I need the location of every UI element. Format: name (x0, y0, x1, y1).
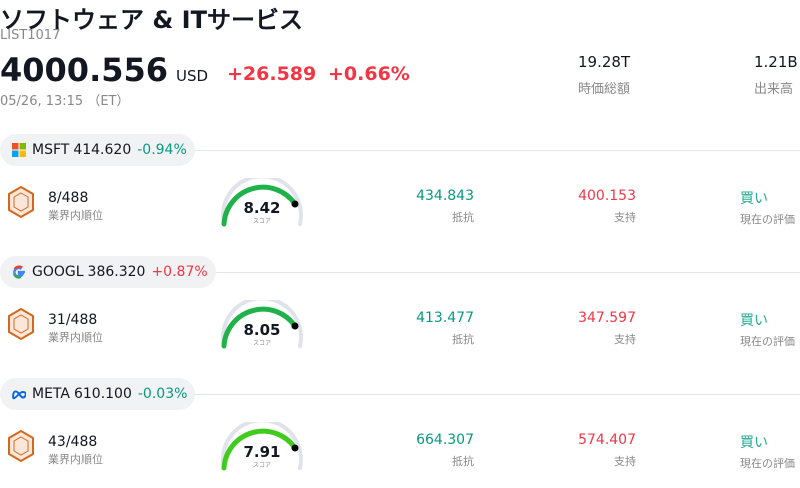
rating-label: 現在の評価 (740, 457, 795, 470)
divider (215, 271, 800, 273)
resistance-label: 抵抗 (452, 455, 474, 468)
rating-label: 現在の評価 (740, 213, 795, 226)
score-gauge (221, 300, 303, 349)
support-label: 支持 (614, 333, 636, 346)
rating-label: 現在の評価 (740, 335, 795, 348)
stock-price: 386.320 (87, 264, 146, 280)
rating: 買い (740, 435, 768, 451)
change: +26.589 (227, 63, 317, 85)
datetime: 05/26, 13:15 （ET） (0, 94, 130, 109)
rank-label: 業界内順位 (48, 209, 103, 222)
stock-header: META 610.100 -0.03% (0, 378, 800, 410)
resistance-label: 抵抗 (452, 333, 474, 346)
ticker: GOOGL (32, 264, 84, 280)
support: 574.407 (578, 432, 636, 448)
logo (12, 143, 26, 157)
support-label: 支持 (614, 211, 636, 224)
code: LIST1017 (0, 28, 61, 43)
price: 4000.556 (0, 51, 169, 89)
rating: 買い (740, 191, 768, 207)
score: 7.91 (243, 443, 281, 461)
ticker: MSFT (32, 142, 70, 158)
rating: 買い (740, 313, 768, 329)
stock-header: MSFT 414.620 -0.94% (0, 134, 800, 166)
score-label: スコア (252, 340, 271, 347)
change-pct: +0.66% (328, 63, 410, 85)
ticker: META (32, 386, 70, 402)
rank-icon (8, 185, 34, 219)
stock-chip[interactable]: GOOGL 386.320 +0.87% (0, 256, 216, 288)
stock-price: 610.100 (73, 386, 132, 402)
divider (195, 393, 800, 395)
score: 8.42 (243, 199, 281, 217)
rank-label: 業界内順位 (48, 331, 103, 344)
rank-icon (8, 307, 34, 341)
stock-header: GOOGL 386.320 +0.87% (0, 256, 800, 288)
support: 400.153 (578, 188, 636, 204)
score-gauge (221, 422, 303, 471)
score-label: スコア (252, 462, 271, 469)
stock-change: -0.94% (137, 142, 187, 158)
score: 8.05 (243, 321, 281, 339)
title: ソフトウェア & ITサービス (0, 6, 303, 34)
logo (13, 265, 25, 279)
score-label: スコア (252, 218, 271, 225)
rank: 43/488 (48, 434, 98, 450)
stock-change: -0.03% (137, 386, 188, 402)
stat-value: 1.21B (754, 53, 798, 71)
rank-icon (8, 429, 34, 463)
resistance: 434.843 (416, 188, 474, 204)
stock-chip[interactable]: MSFT 414.620 -0.94% (0, 134, 195, 166)
stock-change: +0.87% (151, 264, 208, 280)
currency: USD (176, 67, 209, 85)
divider (194, 149, 800, 151)
score-gauge (221, 178, 303, 227)
stock-chip[interactable]: META 610.100 -0.03% (0, 378, 196, 410)
stock-price: 414.620 (73, 142, 132, 158)
rank-label: 業界内順位 (48, 453, 103, 466)
stat-label: 出来高 (754, 82, 794, 97)
rank: 31/488 (48, 312, 98, 328)
stat-label: 時価総額 (578, 82, 631, 97)
resistance: 413.477 (416, 310, 474, 326)
support-label: 支持 (614, 455, 636, 468)
stat-value: 19.28T (578, 53, 631, 71)
support: 347.597 (578, 310, 636, 326)
logo (12, 390, 26, 400)
rank: 8/488 (48, 190, 89, 206)
resistance-label: 抵抗 (452, 211, 474, 224)
resistance: 664.307 (416, 432, 474, 448)
